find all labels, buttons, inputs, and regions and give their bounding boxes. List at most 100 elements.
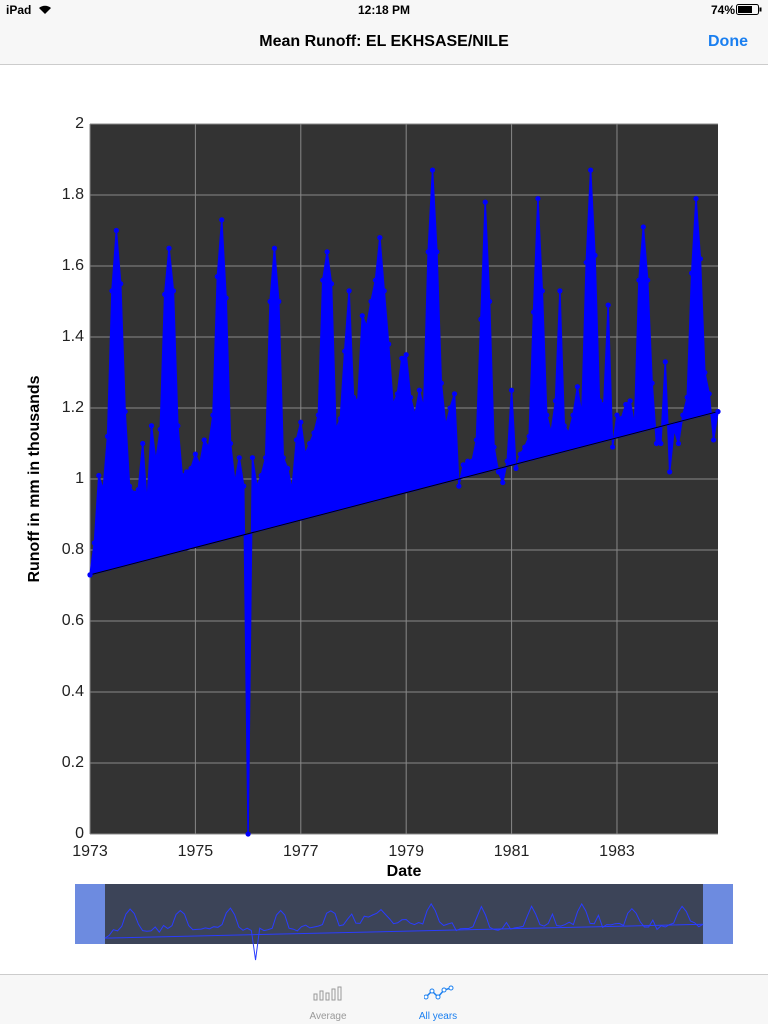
y-tick-label: 0.2 [62, 754, 84, 771]
overview-trend [104, 923, 704, 939]
data-point [324, 249, 330, 255]
data-point [311, 430, 317, 436]
data-point [623, 401, 629, 408]
data-point [122, 408, 128, 415]
data-point [513, 465, 519, 471]
data-point [315, 412, 321, 418]
data-point [298, 419, 304, 425]
data-point [500, 479, 506, 486]
data-point [636, 277, 642, 283]
data-point [579, 412, 585, 418]
data-point [337, 416, 343, 422]
average-icon[interactable] [313, 985, 343, 1001]
data-point [614, 412, 620, 418]
data-point [162, 291, 168, 297]
header: iPad 12:18 PM 74% Mean Runoff: EL EKHSAS… [0, 0, 768, 65]
data-point [662, 359, 668, 365]
data-point [104, 433, 111, 439]
data-point [157, 426, 163, 432]
data-point [355, 398, 361, 404]
data-point [522, 444, 528, 450]
data-point [671, 426, 677, 432]
all-years-icon[interactable] [424, 985, 454, 1001]
data-point [126, 483, 133, 489]
data-point [232, 479, 238, 486]
data-point [386, 341, 392, 347]
data-point [640, 224, 646, 230]
tab-average[interactable]: Average [309, 1011, 347, 1022]
y-tick-label: 1.6 [62, 257, 84, 274]
data-point [487, 298, 493, 305]
data-point [263, 455, 269, 461]
data-point [456, 483, 462, 489]
data-point [245, 831, 251, 837]
data-point [684, 394, 690, 400]
battery-icon [736, 4, 762, 15]
data-point [175, 423, 181, 429]
data-point [675, 440, 682, 447]
y-tick-label: 1.8 [62, 186, 84, 203]
data-point [447, 405, 453, 411]
data-point [552, 398, 559, 404]
data-point [693, 195, 699, 202]
data-point [368, 298, 374, 305]
data-point [653, 440, 660, 447]
data-point [667, 469, 673, 475]
data-point [710, 437, 717, 443]
data-point [566, 430, 572, 436]
data-point [574, 384, 581, 390]
data-point [118, 281, 124, 287]
y-tick-label: 2 [75, 115, 84, 132]
data-point [100, 487, 106, 493]
data-point [289, 487, 295, 493]
data-point [689, 270, 695, 276]
data-point [412, 412, 418, 418]
data-point [271, 245, 278, 251]
y-tick-label: 0.4 [62, 683, 84, 700]
data-point [113, 227, 119, 234]
data-point [645, 277, 651, 283]
data-point [465, 458, 471, 464]
clock: 12:18 PM [357, 3, 411, 17]
done-button[interactable]: Done [708, 33, 748, 50]
data-point [241, 483, 247, 489]
data-point [214, 274, 220, 280]
data-point [249, 455, 256, 461]
data-point [649, 380, 655, 386]
data-point [192, 451, 198, 457]
range-selector[interactable] [75, 884, 733, 961]
battery-level: 74% [710, 3, 735, 17]
y-tick-label: 1 [75, 470, 84, 487]
data-point [473, 437, 480, 443]
data-point [425, 249, 431, 255]
data-point [451, 391, 458, 397]
data-point [306, 440, 313, 447]
data-point [219, 217, 225, 223]
data-point [588, 167, 594, 173]
data-point [403, 352, 409, 358]
data-point [170, 288, 177, 294]
data-point [535, 195, 541, 202]
data-point [482, 199, 488, 205]
data-point [144, 501, 150, 507]
data-point [364, 323, 370, 329]
data-point [109, 288, 115, 294]
data-point [407, 394, 414, 400]
data-point [570, 412, 576, 418]
data-point [285, 465, 291, 471]
tab-all-years[interactable]: All years [418, 1011, 458, 1022]
data-point [438, 380, 444, 386]
data-point [96, 472, 102, 479]
data-point [508, 387, 515, 393]
data-point [166, 245, 172, 251]
data-point [342, 348, 348, 354]
data-point [618, 416, 624, 422]
y-tick-label: 0.6 [62, 612, 84, 629]
data-point [140, 440, 146, 447]
data-point [276, 298, 282, 305]
data-point [517, 451, 523, 457]
data-point [526, 433, 532, 439]
x-tick-label: 1983 [599, 843, 635, 860]
data-point [416, 387, 422, 393]
data-point [377, 235, 383, 241]
